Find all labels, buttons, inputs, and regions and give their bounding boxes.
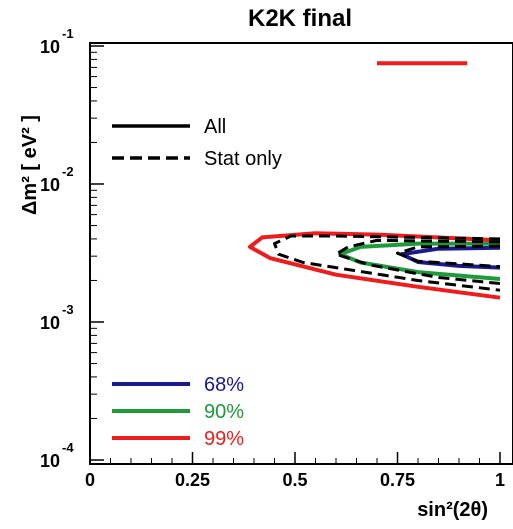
contour-90-stat [334, 238, 501, 285]
x-tick-label: 0 [85, 470, 95, 490]
x-tick-label: 0.25 [175, 470, 210, 490]
y-tick-label: 10 [40, 451, 60, 471]
confidence-level-legend: 68% 90% 99% [112, 374, 244, 450]
chart-title: K2K final [248, 5, 352, 32]
plot-frame [89, 42, 513, 465]
contour-68-stat [396, 244, 501, 269]
y-axis-title: Δm² [ eV² ] [19, 115, 41, 215]
contour-99-stat [273, 234, 501, 292]
legend-label-solid: All [204, 116, 226, 138]
y-tick-label: 10 [40, 313, 60, 333]
contour-68 [399, 245, 501, 270]
x-tick-label: 1 [495, 470, 505, 490]
contour-99 [247, 231, 501, 300]
x-tick-label: 0.5 [282, 470, 307, 490]
x-axis-title: sin²(2θ) [417, 499, 488, 521]
contours [247, 61, 501, 300]
legend-label-cl: 68% [204, 374, 244, 396]
y-tick-exponent: -1 [62, 26, 74, 41]
y-tick-label: 10 [40, 175, 60, 195]
ticks: 0 0.25 0.5 0.75 110-110-210-310-4 [40, 26, 505, 490]
legend-label-cl: 90% [204, 401, 244, 423]
legend-label-cl: 99% [204, 428, 244, 450]
y-tick-exponent: -4 [62, 440, 74, 455]
legend-label-dashed: Stat only [204, 148, 282, 170]
x-tick-label: 0.75 [380, 470, 415, 490]
y-tick-label: 10 [40, 37, 60, 57]
y-tick-exponent: -3 [62, 302, 74, 317]
line-style-legend: All Stat only [112, 116, 282, 170]
y-tick-exponent: -2 [62, 164, 74, 179]
